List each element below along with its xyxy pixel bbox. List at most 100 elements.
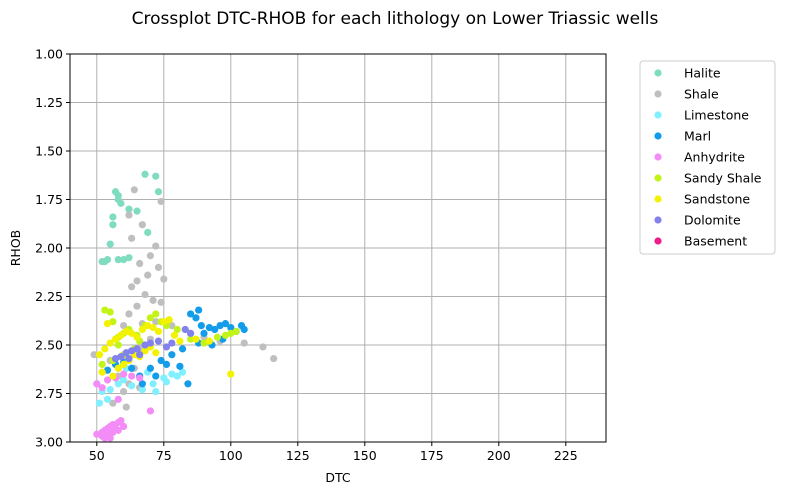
data-point — [213, 333, 221, 341]
data-point — [146, 314, 154, 322]
data-point — [114, 395, 122, 403]
legend-marker — [654, 69, 662, 77]
data-point — [195, 306, 203, 314]
data-point — [117, 331, 125, 339]
data-point — [154, 263, 163, 271]
data-point — [125, 205, 133, 213]
y-tick-label: 3.00 — [35, 435, 63, 450]
data-point — [109, 213, 117, 221]
data-point — [192, 335, 200, 343]
data-point — [138, 380, 146, 388]
legend-label: Dolomite — [684, 213, 741, 228]
data-point — [152, 172, 160, 180]
data-point — [133, 302, 141, 310]
data-point — [103, 376, 112, 384]
data-point — [200, 329, 208, 337]
data-point — [128, 372, 136, 380]
data-point — [178, 345, 187, 353]
data-point — [122, 403, 130, 411]
data-point — [227, 370, 235, 378]
data-point — [95, 351, 104, 359]
data-point — [103, 320, 112, 328]
data-point — [146, 252, 154, 260]
legend-marker — [654, 195, 662, 203]
legend-label: Basement — [684, 234, 747, 249]
y-tick-label: 1.75 — [35, 192, 63, 207]
data-point — [141, 347, 149, 355]
x-tick-label: 75 — [156, 448, 172, 463]
y-tick-label: 1.50 — [35, 144, 63, 159]
series-sandstone — [95, 316, 235, 380]
data-point — [157, 298, 165, 306]
data-point — [93, 380, 101, 388]
data-point — [109, 221, 117, 229]
y-axis-ticks: 1.00 1.25 1.50 1.75 2.00 2.25 2.50 2.75 3.00 — [35, 47, 70, 450]
data-point — [154, 337, 163, 345]
legend-label: Sandstone — [684, 192, 750, 207]
data-point — [133, 333, 141, 341]
data-point — [259, 343, 267, 351]
data-point — [136, 351, 144, 359]
data-point — [221, 320, 230, 328]
data-point — [152, 349, 160, 357]
data-point — [138, 386, 146, 394]
data-point — [106, 434, 114, 442]
data-point — [187, 335, 195, 343]
data-point — [101, 434, 109, 442]
data-point — [106, 308, 114, 316]
legend-marker — [654, 174, 662, 182]
data-point — [192, 314, 200, 322]
data-point — [165, 316, 173, 324]
data-point — [114, 195, 122, 204]
data-point — [149, 323, 157, 332]
data-point — [197, 322, 205, 330]
data-point — [101, 345, 109, 353]
data-point — [146, 364, 154, 372]
data-point — [154, 188, 163, 196]
data-point — [152, 372, 160, 380]
data-point — [168, 339, 176, 347]
data-point — [270, 354, 278, 363]
legend-frame — [639, 60, 776, 255]
data-point — [227, 323, 235, 332]
x-tick-label: 200 — [487, 448, 511, 463]
data-point — [120, 387, 128, 396]
y-tick-label: 2.75 — [35, 386, 63, 401]
data-point — [240, 325, 248, 334]
x-tick-label: 50 — [89, 448, 105, 463]
data-point — [133, 207, 141, 215]
data-point — [152, 387, 160, 396]
data-point — [176, 362, 184, 370]
legend-label: Marl — [684, 129, 711, 144]
legend: Halite Shale Limestone Marl Anhydrite Sandy S… — [639, 60, 776, 255]
data-point — [120, 376, 128, 384]
x-tick-label: 150 — [353, 448, 377, 463]
legend-marker — [654, 237, 662, 245]
data-point — [106, 339, 114, 347]
data-point — [149, 296, 157, 304]
data-point — [144, 228, 152, 237]
legend-marker — [654, 111, 662, 119]
y-tick-label: 2.50 — [35, 338, 63, 353]
data-point — [98, 368, 106, 376]
data-point — [181, 325, 189, 334]
data-point — [120, 322, 128, 330]
data-point — [154, 327, 163, 336]
data-point — [128, 364, 136, 372]
data-point — [114, 364, 122, 372]
data-point — [130, 186, 138, 194]
data-point — [133, 277, 141, 285]
x-tick-label: 225 — [554, 448, 578, 463]
y-tick-label: 2.00 — [35, 241, 63, 256]
data-point — [133, 345, 141, 353]
data-point — [95, 399, 104, 407]
y-tick-label: 1.00 — [35, 47, 63, 62]
data-point — [98, 360, 106, 368]
data-point — [106, 386, 114, 394]
data-point — [149, 380, 157, 388]
data-point — [125, 211, 133, 219]
data-point — [138, 325, 146, 334]
chart-title: Crossplot DTC-RHOB for each lithology on… — [132, 9, 659, 29]
data-point — [120, 422, 128, 431]
